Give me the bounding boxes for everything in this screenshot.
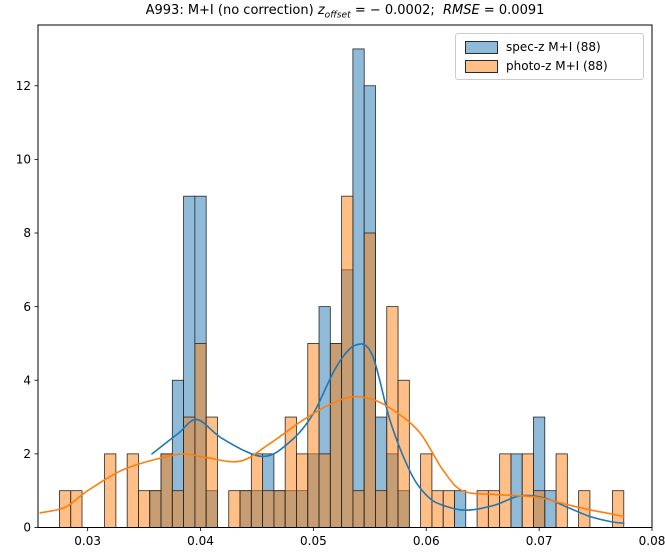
photo-z-kde-curve [39,395,625,518]
photo-z-histogram-bar [149,490,162,528]
spec-z-histogram-bar [544,490,557,528]
photo-z-histogram-bar [307,343,320,528]
photo-z-histogram-bar [487,490,501,528]
x-tick-label: 0.07 [526,534,553,548]
photo-z-histogram-bar [318,453,331,528]
photo-z-histogram-bar [104,453,117,528]
photo-z-histogram-bar [284,416,297,528]
y-tick-label: 2 [23,447,31,461]
title-rmse: RMSE [443,3,480,18]
spec-z-histogram-bar [510,453,523,528]
y-tick-label: 10 [16,153,31,167]
plot-border [37,24,653,528]
chart-title: A993: M+I (no correction) zoffset = − 0.… [38,3,652,21]
photo-z-histogram-bar [397,379,410,528]
title-rmse-value: = 0.0091 [479,3,545,18]
photo-z-histogram-bar [521,453,534,528]
photo-z-histogram-bar [250,453,264,528]
photo-z-histogram-bar [499,453,512,528]
photo-z-histogram-bar [375,490,388,528]
photo-z-histogram-bar [431,490,444,528]
photo-z-histogram-bar [171,490,184,528]
photo-z-histogram-bar [273,490,286,528]
legend-swatch-spec-z [465,40,498,54]
legend-label-photo-z: photo-z M+I (88) [506,59,608,73]
photo-z-histogram-bar [329,343,343,528]
y-tick-label: 0 [23,521,31,535]
title-zvar: z [317,3,325,18]
spec-z-histogram-bar [352,48,365,528]
photo-z-histogram-bar [341,195,354,528]
photo-z-histogram-bar [363,232,376,528]
y-tick-label: 4 [23,373,31,387]
y-tick-label: 8 [23,226,31,240]
title-mid: = − 0.0002; [350,3,444,18]
photo-z-histogram-bar [194,343,207,528]
photo-z-histogram-bar [239,490,252,528]
photo-z-histogram-bar [352,490,365,528]
photo-z-histogram-bar [183,416,196,528]
x-tick-label: 0.06 [413,534,440,548]
legend-swatch-photo-z [465,59,498,73]
y-tick-label: 12 [16,79,31,93]
photo-z-histogram-bar [228,490,241,528]
legend-item-spec-z: spec-z M+I (88) [465,40,643,54]
photo-z-histogram-bar [138,490,151,528]
x-tick-label: 0.05 [300,534,327,548]
x-tick-label: 0.03 [74,534,101,548]
y-tick-label: 6 [23,300,31,314]
photo-z-histogram-bar [296,453,309,528]
photo-z-histogram-bar [262,490,275,528]
photo-z-histogram-bar [555,453,568,528]
x-tick-label: 0.04 [187,534,214,548]
title-zsub: offset [324,10,351,21]
title-text: A993: M+I (no correction) [145,3,318,18]
x-tick-label: 0.08 [639,534,665,548]
legend: spec-z M+I (88) photo-z M+I (88) [455,33,644,80]
photo-z-histogram-bar [160,453,173,528]
legend-label-spec-z: spec-z M+I (88) [506,40,601,54]
legend-item-photo-z: photo-z M+I (88) [465,59,643,73]
